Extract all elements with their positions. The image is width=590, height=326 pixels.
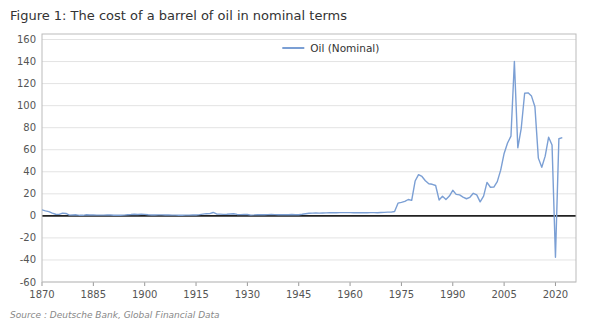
x-tick: [350, 282, 351, 286]
x-tick: [298, 282, 299, 286]
legend-swatch: [282, 47, 304, 49]
legend-label: Oil (Nominal): [310, 42, 379, 54]
x-tick-label: 2020: [543, 289, 568, 300]
x-tick: [196, 282, 197, 286]
x-tick-label: 2005: [491, 289, 516, 300]
y-tick-label: -60: [20, 277, 36, 288]
grid-line: [42, 127, 576, 128]
grid-line: [42, 259, 576, 260]
x-tick: [452, 282, 453, 286]
y-tick-label: 100: [17, 100, 36, 111]
grid-line: [42, 83, 576, 84]
source-note: Source : Deutsche Bank, Global Financial…: [10, 310, 220, 320]
grid-line: [42, 171, 576, 172]
x-tick: [144, 282, 145, 286]
grid-line: [42, 149, 576, 150]
x-tick-label: 1885: [81, 289, 106, 300]
x-tick-label: 1930: [235, 289, 260, 300]
title: Figure 1: The cost of a barrel of oil in…: [10, 8, 347, 23]
legend: Oil (Nominal): [282, 42, 379, 54]
y-tick-label: 140: [17, 56, 36, 67]
x-tick-label: 1975: [389, 289, 414, 300]
y-tick-label: -40: [20, 254, 36, 265]
x-tick: [401, 282, 402, 286]
x-tick: [555, 282, 556, 286]
x-tick-label: 1945: [286, 289, 311, 300]
series-line: [42, 62, 562, 258]
grid-line: [42, 237, 576, 238]
x-tick: [93, 282, 94, 286]
plot-frame: [42, 34, 576, 282]
y-tick-label: 60: [23, 144, 36, 155]
x-tick-label: 1990: [440, 289, 465, 300]
grid-line: [42, 193, 576, 194]
y-tick-label: 80: [23, 122, 36, 133]
chart: Figure 1: The cost of a barrel of oil in…: [0, 0, 590, 326]
x-axis: 1870 1885 1900 1915 1930 1945 1960 1975 1990 2005…: [29, 282, 568, 300]
series-group: [42, 62, 562, 258]
x-tick-label: 1915: [183, 289, 208, 300]
x-tick: [247, 282, 248, 286]
y-tick-label: 20: [23, 188, 36, 199]
y-axis: -60 -40 -20 0 20 40 60 80 100 120 140 160: [17, 34, 576, 287]
y-tick-label: 120: [17, 78, 36, 89]
grid-line: [42, 105, 576, 106]
x-tick: [42, 282, 43, 286]
grid-line: [42, 39, 576, 40]
x-tick-label: 1900: [132, 289, 157, 300]
y-tick-label: -20: [20, 232, 36, 243]
x-tick-label: 1870: [29, 289, 54, 300]
y-tick-label: 40: [23, 166, 36, 177]
x-tick-label: 1960: [337, 289, 362, 300]
x-tick: [504, 282, 505, 286]
grid-line: [42, 61, 576, 62]
y-tick-label: 160: [17, 34, 36, 45]
y-tick-label: 0: [30, 210, 36, 221]
